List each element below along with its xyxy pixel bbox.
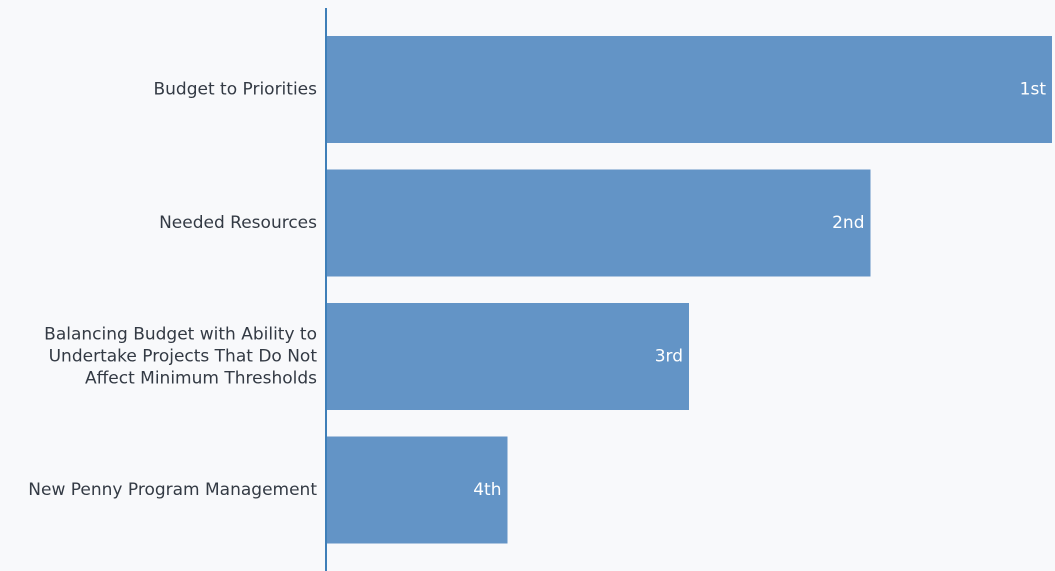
bar-2 <box>326 169 871 277</box>
data-label-4: 4th <box>473 480 501 500</box>
bar-3 <box>326 303 689 410</box>
category-label-line: Undertake Projects That Do Not <box>49 347 318 367</box>
bar-4 <box>326 436 508 544</box>
data-label-1: 1st <box>1020 80 1047 100</box>
data-label-3: 3rd <box>655 347 683 367</box>
bar-1 <box>326 36 1052 143</box>
category-label-line: Needed Resources <box>159 213 317 233</box>
bars-group <box>326 36 1052 544</box>
category-label-line: New Penny Program Management <box>28 480 317 500</box>
data-label-2: 2nd <box>832 213 864 233</box>
category-label-3: Balancing Budget with Ability to Undertak… <box>44 325 317 389</box>
category-label-2: Needed Resources <box>159 213 317 233</box>
category-label-line: Balancing Budget with Ability to <box>44 325 317 345</box>
category-label-1: Budget to Priorities <box>153 80 317 100</box>
category-label-line: Affect Minimum Thresholds <box>85 369 317 389</box>
category-label-4: New Penny Program Management <box>28 480 317 500</box>
data-labels: 1st 2nd 3rd 4th <box>473 80 1046 501</box>
category-labels: Budget to Priorities Needed Resources Bala… <box>28 80 317 501</box>
category-label-line: Budget to Priorities <box>153 80 317 100</box>
